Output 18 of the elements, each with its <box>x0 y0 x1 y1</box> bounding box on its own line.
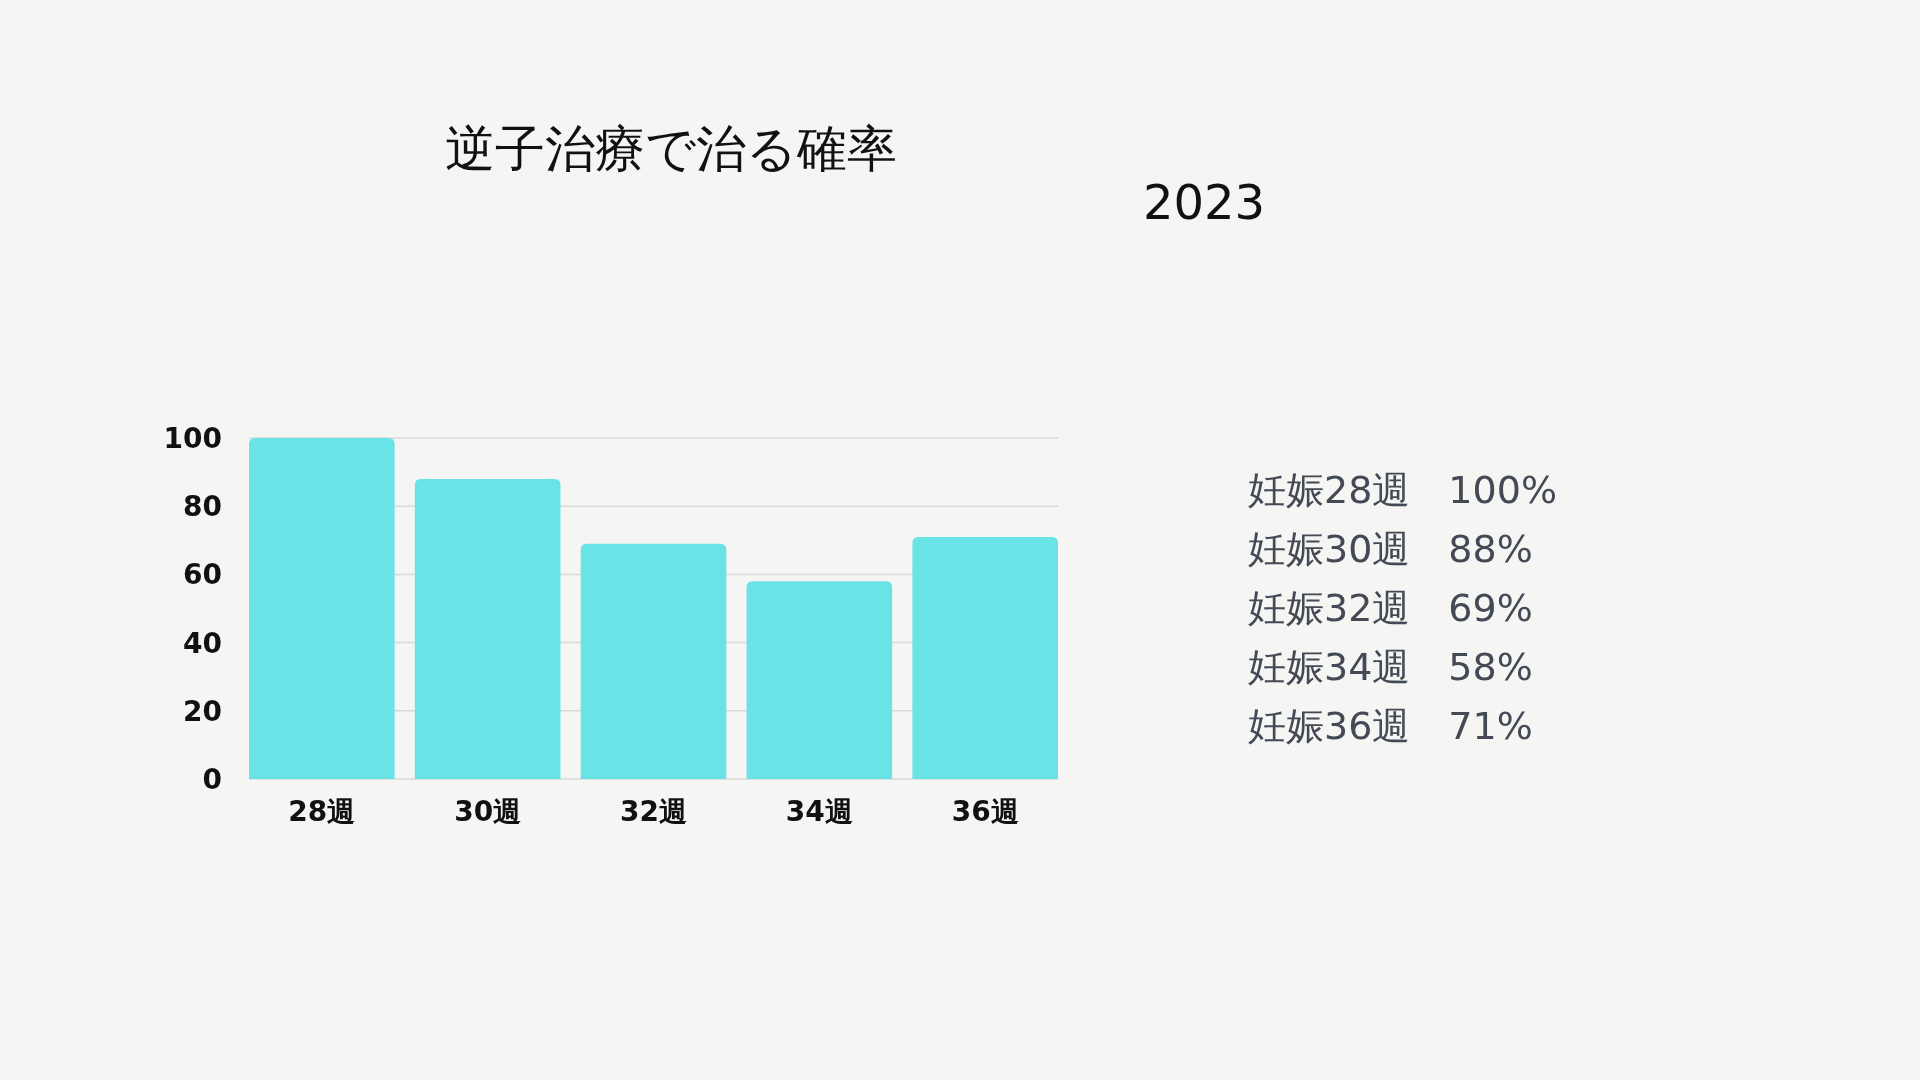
chart-title: 逆子治療で治る確率 <box>445 120 897 178</box>
text: 妊娠36週 71% <box>1248 704 1533 748</box>
text: 妊娠28週 100% <box>1248 468 1557 512</box>
x-tick-label: 34週 <box>785 795 853 828</box>
x-tick-label: 32週 <box>620 795 687 828</box>
y-tick-label: 0 <box>202 763 222 796</box>
x-tick-label: 36週 <box>951 795 1019 828</box>
x-tick-label: 28週 <box>288 795 356 828</box>
y-tick-label: 60 <box>183 558 222 592</box>
y-tick-label: 20 <box>183 694 222 728</box>
text: 妊娠32週 69% <box>1248 586 1533 630</box>
y-tick-label: 80 <box>183 490 222 524</box>
text: 妊娠30週 88% <box>1248 527 1533 571</box>
text: 2023 <box>1143 174 1266 230</box>
text: 妊娠34週 58% <box>1248 645 1533 689</box>
x-tick-label: 30週 <box>454 795 522 828</box>
y-tick-label: 100 <box>163 422 222 455</box>
y-tick-label: 40 <box>183 626 222 660</box>
